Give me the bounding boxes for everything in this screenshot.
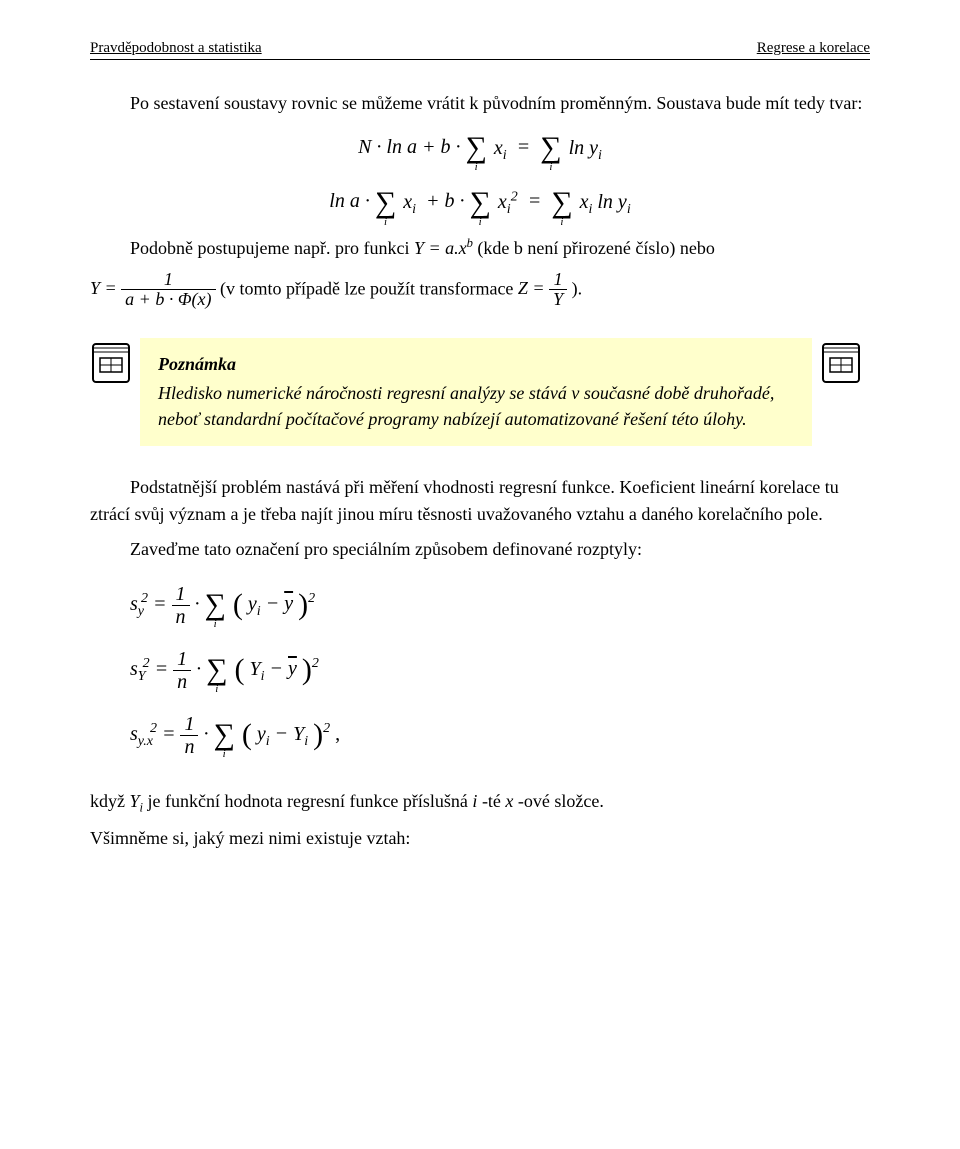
para-definitions: Zaveďme tato označení pro speciálním způ…: [90, 536, 870, 563]
page: Pravděpodobnost a statistika Regrese a k…: [0, 0, 960, 920]
eq-syx2: sy.x2 = 1n · ∑i ( yi − Yi )2 ,: [130, 713, 870, 758]
p6b: Yi: [130, 791, 144, 811]
para-relation: Všimněme si, jaký mezi nimi existuje vzt…: [90, 825, 870, 852]
para-similar: Podobně postupujeme např. pro funkci Y =…: [90, 234, 870, 262]
p6f: x: [505, 791, 513, 811]
intro-paragraph: Po sestavení soustavy rovnic se můžeme v…: [90, 90, 870, 117]
book-icon-left: [90, 338, 140, 446]
eq-inline-yax: Y = a.xb: [414, 238, 477, 258]
p6d: i: [472, 791, 477, 811]
note-text: Hledisko numerické náročnosti regresní a…: [158, 381, 794, 431]
header-right: Regrese a korelace: [757, 40, 870, 57]
p6e: -té: [482, 791, 505, 811]
page-header: Pravděpodobnost a statistika Regrese a k…: [90, 40, 870, 60]
note-row: Poznámka Hledisko numerické náročnosti r…: [90, 338, 870, 446]
book-icon-right: [820, 338, 870, 446]
equation-system-2: ln a · ∑i xi + b · ∑i xi2 = ∑i xi ln yi: [90, 179, 870, 225]
para-transformation: Y = 1 a + b · Φ(x) (v tomto případě lze …: [90, 270, 870, 311]
eq-sy2: sy2 = 1n · ∑i ( yi − y )2: [130, 583, 870, 628]
note-title: Poznámka: [158, 352, 794, 377]
eq-y-fraction: Y = 1 a + b · Φ(x): [90, 278, 220, 298]
para-problem: Podstatnější problém nastává při měření …: [90, 474, 870, 528]
p6a: když: [90, 791, 130, 811]
p6g: -ové složce.: [518, 791, 604, 811]
para3-text-b: (v tomto případě lze použít transformace: [220, 278, 518, 298]
eq-z-fraction: Z = 1 Y: [518, 278, 572, 298]
eq-inline-yax-base: Y = a.x: [414, 238, 467, 258]
p6c: je funkční hodnota regresní funkce přísl…: [148, 791, 473, 811]
header-left: Pravděpodobnost a statistika: [90, 40, 262, 57]
para2-text-c: (kde b není přirozené číslo) nebo: [477, 238, 714, 258]
para-yi-def: když Yi je funkční hodnota regresní funk…: [90, 788, 870, 817]
equation-system-1: N · ln a + b · ∑i xi = ∑i ln yi: [90, 125, 870, 171]
para2-text-a: Podobně postupujeme např. pro funkci: [130, 238, 414, 258]
note-box: Poznámka Hledisko numerické náročnosti r…: [140, 338, 812, 446]
para3-text-d: ).: [572, 278, 583, 298]
eq-sY2: sY2 = 1n · ∑i ( Yi − y )2: [130, 648, 870, 693]
